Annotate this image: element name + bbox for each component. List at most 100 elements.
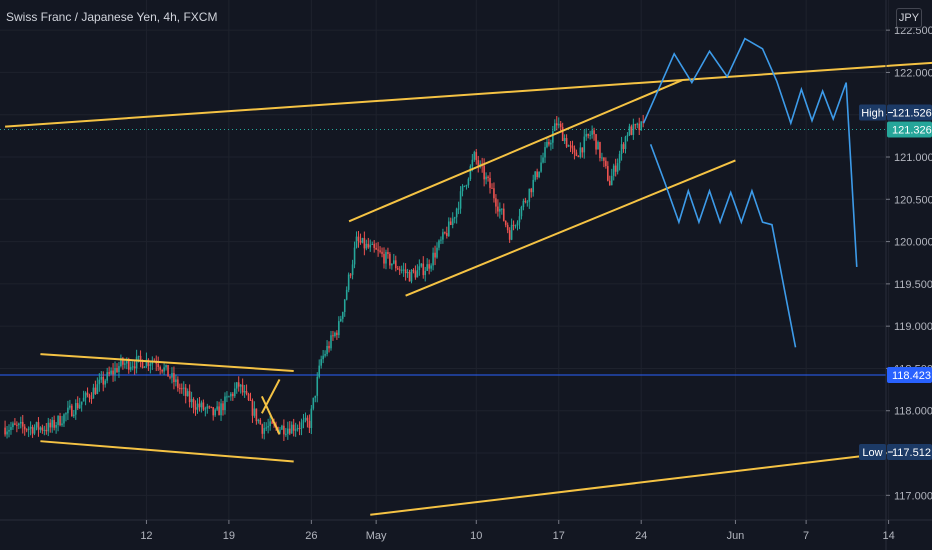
candle-up [135, 356, 138, 369]
candle-down [308, 420, 311, 428]
candle-up [426, 264, 428, 271]
price-markers: High 121.526 121.326 118.423 Low 117.512 [859, 104, 932, 461]
candle-up [290, 424, 293, 434]
time-tick-label: 24 [635, 530, 647, 542]
candle-up [265, 427, 268, 429]
candle-down [491, 187, 493, 189]
price-tick-label: 120.500 [894, 194, 932, 206]
chart-title: Swiss Franc / Japanese Yen, 4h, FXCM [6, 10, 218, 24]
candle-up [410, 269, 413, 282]
candle-down [638, 123, 641, 130]
candle-up [369, 244, 372, 248]
candle-down [559, 123, 562, 128]
candle-up [316, 376, 319, 396]
candle-up [459, 191, 462, 209]
candle-down [449, 221, 452, 225]
candle-down [630, 126, 633, 135]
candle-down [581, 147, 584, 153]
candle-up [47, 422, 50, 432]
candle-down [587, 134, 589, 136]
candle-down [508, 230, 511, 240]
candle-down [127, 360, 130, 370]
candle-down [198, 403, 201, 408]
candle-down [157, 363, 160, 368]
candle-up [19, 421, 22, 424]
candle-up [563, 138, 566, 142]
candle-down [569, 145, 572, 147]
candle-up [243, 390, 246, 393]
candle-up [186, 391, 189, 397]
candle-down [102, 376, 105, 385]
candle-down [237, 382, 240, 387]
candle-up [57, 415, 59, 426]
candle-up [334, 332, 336, 337]
candle-up [120, 358, 122, 367]
candle-up [510, 224, 513, 240]
candle-down [245, 390, 248, 394]
candle-down [614, 165, 617, 172]
candle-up [29, 426, 32, 429]
current-price-marker-box [887, 121, 932, 138]
trendline [260, 378, 281, 414]
candle-down [255, 408, 258, 422]
candle-down [483, 165, 485, 180]
candle-up [554, 123, 556, 132]
candle-down [147, 359, 150, 366]
candle-up [104, 380, 107, 385]
price-tick-label: 121.000 [894, 152, 932, 164]
candle-up [538, 171, 540, 178]
time-tick-label: 10 [470, 530, 482, 542]
candle-up [520, 206, 523, 217]
candle-down [49, 422, 52, 428]
time-tick-label: 14 [882, 530, 894, 542]
candle-down [493, 188, 495, 199]
candle-down [90, 398, 93, 400]
candle-down [475, 152, 478, 161]
candle-up [620, 144, 623, 154]
candle-up [55, 425, 57, 428]
candle-up [453, 217, 456, 219]
candle-up [320, 359, 322, 366]
candle-up [326, 345, 328, 355]
candle-down [565, 138, 568, 147]
candle-up [196, 403, 199, 410]
candle-down [133, 366, 136, 369]
candle-up [226, 396, 228, 398]
candle-down [298, 428, 301, 430]
high-marker-label: High [861, 108, 884, 120]
candle-down [379, 250, 381, 252]
candle-down [622, 144, 625, 149]
candle-series [4, 115, 644, 442]
candle-up [632, 124, 635, 135]
horizontal-price-lines [0, 128, 886, 376]
candle-up [114, 368, 116, 375]
candle-down [180, 388, 183, 390]
candle-up [149, 364, 152, 366]
candle-up [324, 354, 326, 356]
candle-up [43, 429, 46, 431]
currency-button[interactable]: JPY [896, 8, 922, 28]
candle-up [385, 252, 387, 264]
candle-down [232, 393, 234, 397]
candle-up [65, 413, 67, 415]
candle-up [579, 147, 582, 158]
candle-up [371, 243, 374, 245]
candle-up [616, 163, 619, 172]
candle-down [41, 427, 44, 431]
candle-up [463, 185, 466, 187]
candle-up [361, 238, 364, 243]
candle-up [294, 429, 297, 431]
candle-down [495, 198, 497, 207]
candle-down [167, 365, 169, 377]
candle-down [404, 269, 407, 274]
low-marker-value: 117.512 [892, 447, 931, 459]
candle-up [438, 240, 440, 248]
candle-up [35, 422, 38, 428]
trendline [40, 440, 294, 463]
projection-paths [642, 37, 858, 348]
candle-down [188, 391, 191, 403]
candle-down [261, 424, 264, 434]
candle-up [279, 429, 281, 433]
candle-up [61, 423, 63, 426]
